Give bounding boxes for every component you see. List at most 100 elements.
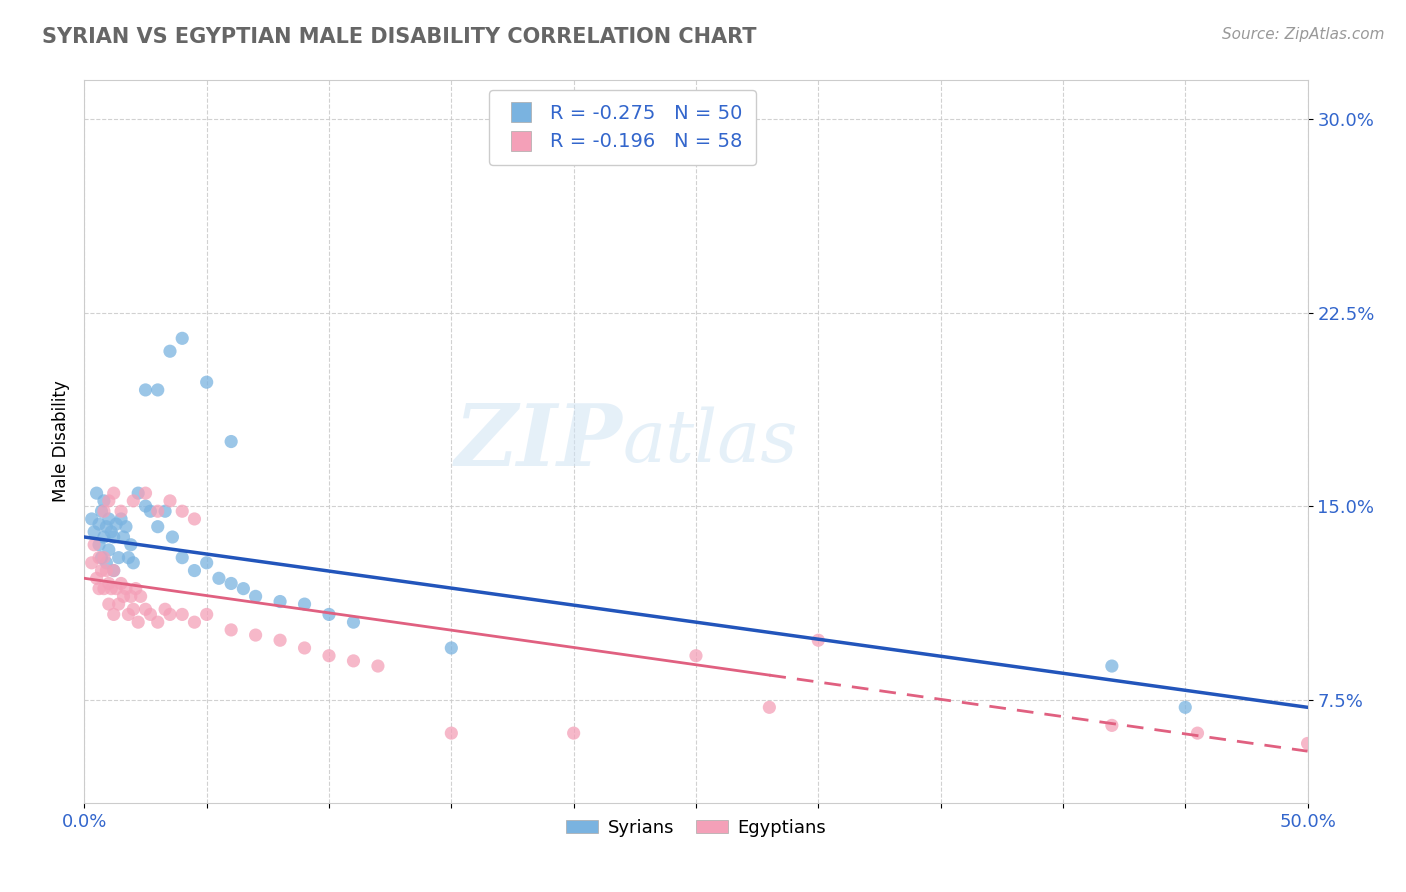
- Point: [86, 571, 108, 585]
- Point: [107, 597, 129, 611]
- Point: [100, 582, 122, 596]
- Point: [122, 494, 145, 508]
- Point: [110, 504, 132, 518]
- Point: [96, 556, 118, 570]
- Point: [122, 602, 145, 616]
- Point: [127, 486, 149, 500]
- Point: [562, 726, 585, 740]
- Point: [97, 512, 120, 526]
- Point: [103, 564, 125, 578]
- Point: [110, 512, 132, 526]
- Point: [183, 564, 205, 578]
- Point: [758, 700, 780, 714]
- Point: [219, 576, 242, 591]
- Point: [117, 550, 139, 565]
- Point: [83, 538, 105, 552]
- Point: [146, 615, 169, 630]
- Point: [135, 499, 157, 513]
- Point: [1174, 700, 1197, 714]
- Point: [97, 494, 120, 508]
- Point: [103, 607, 125, 622]
- Point: [110, 576, 132, 591]
- Point: [90, 564, 112, 578]
- Point: [172, 607, 194, 622]
- Point: [208, 571, 231, 585]
- Point: [103, 530, 125, 544]
- Point: [1296, 736, 1319, 750]
- Point: [342, 654, 364, 668]
- Point: [146, 519, 169, 533]
- Point: [80, 512, 103, 526]
- Point: [232, 582, 254, 596]
- Point: [80, 556, 103, 570]
- Text: Source: ZipAtlas.com: Source: ZipAtlas.com: [1222, 27, 1385, 42]
- Point: [219, 623, 242, 637]
- Point: [162, 530, 184, 544]
- Point: [107, 550, 129, 565]
- Point: [1187, 726, 1209, 740]
- Point: [90, 550, 112, 565]
- Point: [87, 538, 110, 552]
- Point: [139, 504, 162, 518]
- Point: [83, 524, 105, 539]
- Point: [86, 486, 108, 500]
- Point: [245, 628, 267, 642]
- Point: [367, 659, 389, 673]
- Point: [87, 582, 110, 596]
- Point: [93, 494, 115, 508]
- Point: [195, 375, 218, 389]
- Text: SYRIAN VS EGYPTIAN MALE DISABILITY CORRELATION CHART: SYRIAN VS EGYPTIAN MALE DISABILITY CORRE…: [42, 27, 756, 46]
- Point: [125, 582, 148, 596]
- Point: [105, 517, 128, 532]
- Point: [183, 512, 205, 526]
- Point: [440, 640, 463, 655]
- Point: [146, 383, 169, 397]
- Point: [93, 504, 115, 518]
- Point: [1101, 659, 1123, 673]
- Point: [87, 550, 110, 565]
- Point: [105, 582, 128, 596]
- Point: [294, 640, 316, 655]
- Point: [120, 590, 142, 604]
- Point: [90, 504, 112, 518]
- Point: [172, 504, 194, 518]
- Point: [159, 344, 181, 359]
- Point: [127, 615, 149, 630]
- Point: [135, 602, 157, 616]
- Point: [294, 597, 316, 611]
- Point: [269, 633, 291, 648]
- Point: [112, 530, 135, 544]
- Point: [153, 504, 176, 518]
- Point: [195, 607, 218, 622]
- Point: [318, 607, 340, 622]
- Point: [117, 607, 139, 622]
- Point: [103, 564, 125, 578]
- Point: [685, 648, 707, 663]
- Point: [115, 519, 138, 533]
- Point: [129, 590, 152, 604]
- Point: [342, 615, 364, 630]
- Text: atlas: atlas: [623, 406, 799, 477]
- Y-axis label: Male Disability: Male Disability: [52, 381, 70, 502]
- Point: [172, 331, 194, 345]
- Point: [146, 504, 169, 518]
- Point: [195, 556, 218, 570]
- Point: [97, 576, 120, 591]
- Point: [159, 607, 181, 622]
- Point: [96, 564, 118, 578]
- Point: [112, 590, 135, 604]
- Point: [183, 615, 205, 630]
- Point: [1101, 718, 1123, 732]
- Point: [97, 542, 120, 557]
- Point: [96, 519, 118, 533]
- Point: [93, 550, 115, 565]
- Point: [135, 486, 157, 500]
- Point: [139, 607, 162, 622]
- Point: [93, 530, 115, 544]
- Point: [219, 434, 242, 449]
- Point: [87, 517, 110, 532]
- Point: [153, 602, 176, 616]
- Point: [807, 633, 830, 648]
- Point: [245, 590, 267, 604]
- Point: [100, 524, 122, 539]
